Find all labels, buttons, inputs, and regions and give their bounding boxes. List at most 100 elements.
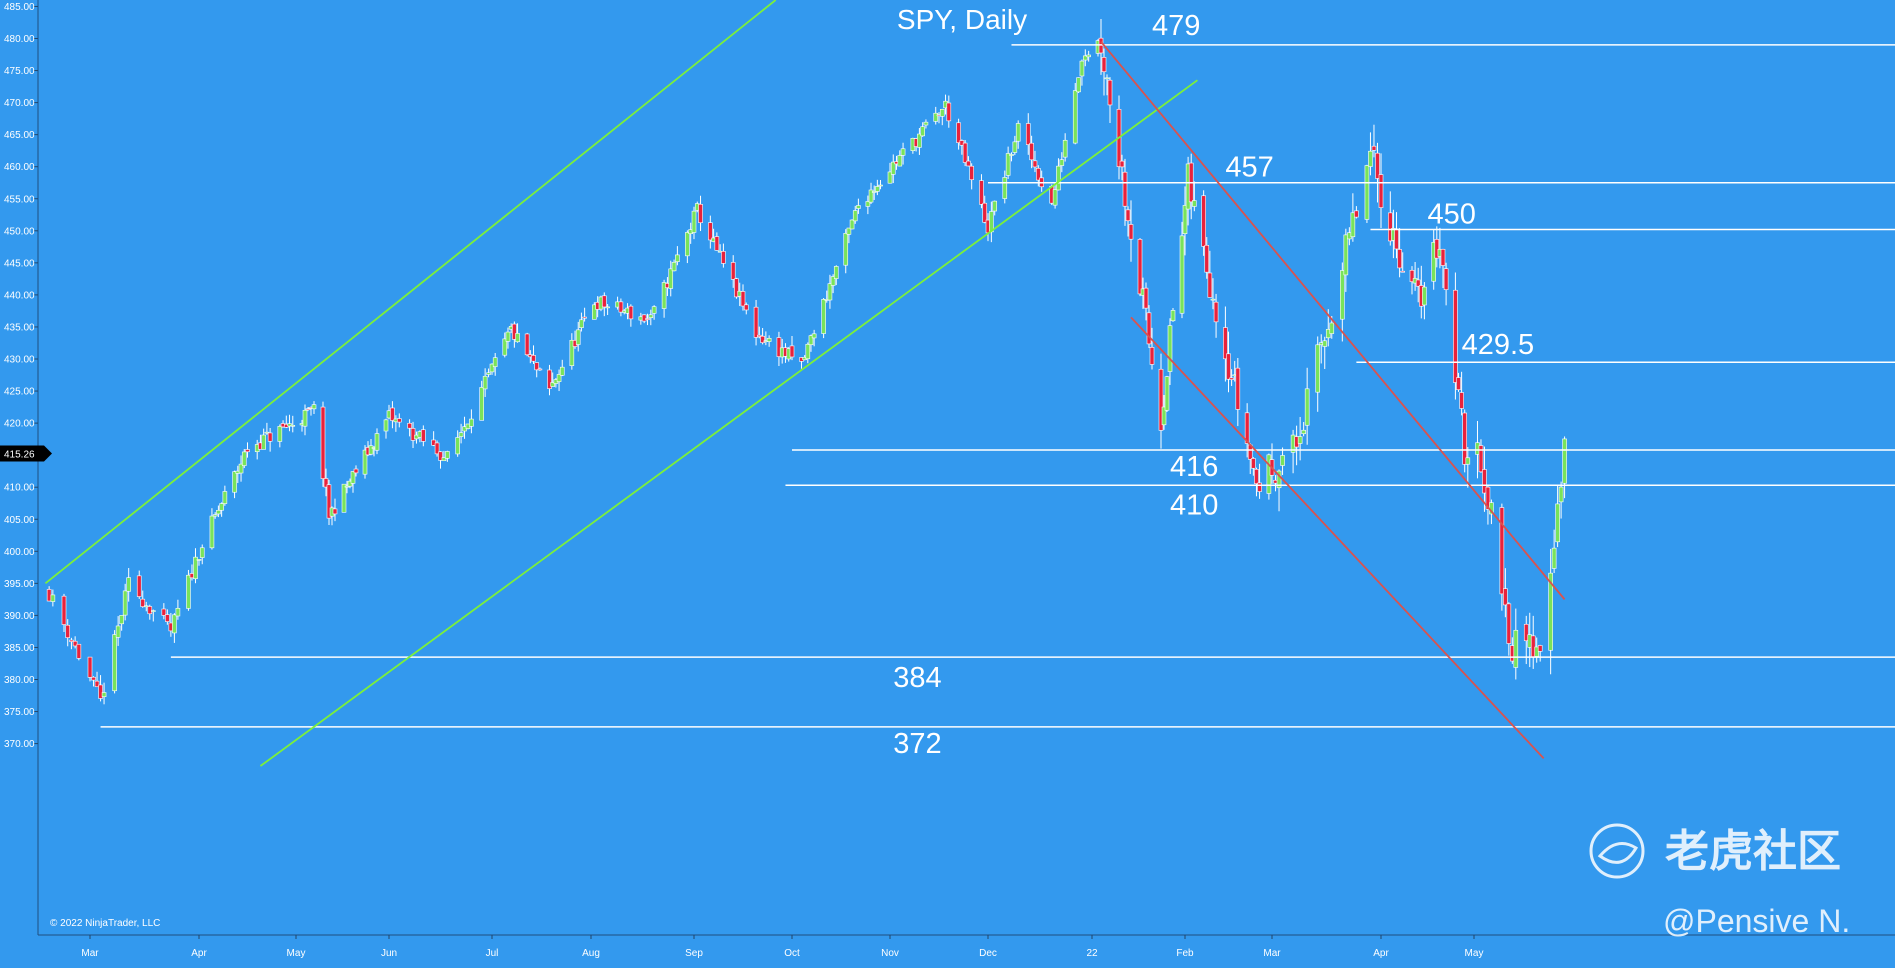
- candle-down: [421, 429, 426, 442]
- candle-up: [1422, 286, 1427, 306]
- candle-up: [1465, 457, 1471, 465]
- candle-down: [757, 334, 762, 337]
- candle-up: [50, 594, 56, 602]
- candle-down: [1443, 268, 1449, 290]
- candle-up: [469, 418, 474, 427]
- candle-up: [846, 227, 852, 235]
- candle-up: [1052, 189, 1058, 206]
- candle-up: [216, 510, 221, 515]
- candle-down: [91, 676, 96, 681]
- candle-up: [668, 268, 674, 289]
- candle-up: [675, 254, 680, 262]
- candle-down: [69, 639, 74, 642]
- candle-up: [122, 590, 128, 616]
- candle-up: [261, 434, 266, 450]
- candle-down: [982, 202, 988, 223]
- level-label: 450: [1428, 199, 1476, 231]
- candle-up: [458, 432, 464, 437]
- candle-down: [1354, 210, 1359, 218]
- candle-down: [46, 589, 52, 602]
- candle-up: [350, 471, 356, 484]
- candle-down: [136, 575, 142, 597]
- candle-down: [1388, 212, 1393, 242]
- current-price-label: 415.26: [4, 449, 35, 460]
- candle-down: [1456, 377, 1461, 390]
- candle-up: [1170, 310, 1176, 322]
- candle-down: [1499, 507, 1505, 595]
- candle-down: [1478, 445, 1484, 473]
- candle-up: [766, 337, 772, 342]
- x-tick-label: Sep: [685, 948, 703, 959]
- candle-up: [232, 471, 237, 493]
- watermark: 老虎社区 @Pensive N.: [1589, 823, 1850, 939]
- candle-up: [1368, 150, 1373, 167]
- candle-down: [1506, 603, 1512, 644]
- candle-down: [1235, 367, 1241, 410]
- candle-down: [1257, 482, 1262, 492]
- candle-down: [407, 422, 412, 429]
- candle-down: [1453, 289, 1458, 383]
- candle-up: [875, 186, 880, 192]
- candle-up: [1304, 388, 1310, 426]
- candle-down: [1032, 160, 1038, 168]
- candle-up: [112, 634, 117, 692]
- candle-up: [479, 387, 485, 421]
- candle-up: [126, 577, 131, 592]
- candle-up: [1076, 77, 1081, 93]
- candle-down: [1415, 279, 1421, 287]
- candle-down: [396, 418, 402, 423]
- candle-down: [1201, 195, 1206, 247]
- candle-down: [524, 333, 530, 356]
- candle-down: [1137, 239, 1143, 295]
- candle-down: [1029, 142, 1034, 161]
- candle-down: [1459, 392, 1464, 409]
- candle-down: [714, 236, 720, 251]
- x-tick-label: Apr: [1373, 948, 1389, 959]
- upper-downtrend-line: [1100, 41, 1566, 600]
- candle-up: [302, 409, 308, 427]
- candle-up: [1210, 298, 1216, 301]
- candle-up: [1329, 322, 1335, 334]
- y-tick-label: 445.00: [4, 258, 35, 269]
- y-tick-label: 380.00: [4, 675, 35, 686]
- current-price-badge: [0, 445, 52, 462]
- candle-up: [897, 155, 903, 167]
- candle-up: [1079, 60, 1085, 77]
- x-tick-label: Jun: [381, 948, 397, 959]
- candle-down: [1537, 645, 1543, 652]
- candle-up: [1082, 55, 1088, 61]
- tiger-logo-icon: [1589, 823, 1645, 879]
- candle-up: [933, 112, 939, 122]
- candle-down: [140, 598, 146, 607]
- candle-down: [776, 337, 782, 357]
- candle-up: [1340, 270, 1345, 320]
- candle-up: [441, 457, 447, 462]
- candle-up: [1182, 205, 1188, 234]
- candle-up: [1558, 486, 1564, 503]
- candle-up: [277, 426, 283, 442]
- candle-up: [856, 205, 861, 209]
- candle-down: [1223, 327, 1228, 360]
- candle-up: [1086, 54, 1091, 58]
- candle-up: [1322, 340, 1328, 347]
- candle-down: [1226, 353, 1231, 380]
- candle-up: [1548, 572, 1553, 651]
- candle-up: [920, 126, 925, 137]
- candle-down: [320, 406, 326, 479]
- candle-down: [94, 680, 100, 688]
- y-tick-label: 475.00: [4, 66, 35, 77]
- y-tick-label: 430.00: [4, 355, 35, 366]
- candle-up: [830, 276, 836, 286]
- candle-up: [1551, 547, 1557, 569]
- x-tick-label: May: [1465, 948, 1484, 959]
- candle-up: [199, 547, 205, 558]
- candle-up: [651, 306, 657, 314]
- candle-down: [61, 595, 67, 625]
- candle-up: [648, 314, 654, 319]
- candle-down: [698, 203, 703, 224]
- candle-up: [1167, 325, 1173, 372]
- candle-up: [550, 382, 555, 387]
- candle-down: [601, 295, 607, 308]
- candle-up: [592, 304, 597, 320]
- candle-up: [241, 451, 247, 466]
